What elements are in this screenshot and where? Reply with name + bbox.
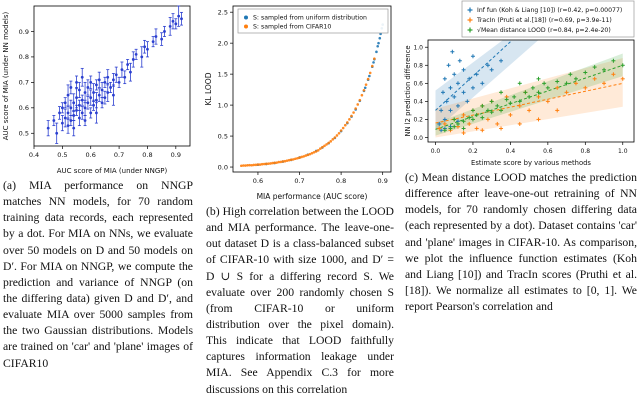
svg-text:0.6: 0.6	[86, 151, 96, 159]
svg-text:0.9: 0.9	[171, 151, 181, 159]
panel-b-caption: (b) High correlation between the LOOD an…	[206, 205, 394, 396]
svg-text:0.7: 0.7	[114, 151, 124, 159]
panel-c-caption: (c) Mean distance LOOD matches the predi…	[405, 171, 637, 314]
svg-text:0.6: 0.6	[19, 104, 29, 112]
svg-text:0.0: 0.0	[218, 163, 228, 171]
svg-text:Estimate score by various meth: Estimate score by various methods	[471, 159, 591, 167]
panel-a-caption: (a) MIA performance on NNGP matches NN m…	[3, 179, 193, 370]
svg-text:1.5: 1.5	[218, 70, 228, 78]
svg-text:0.2: 0.2	[468, 148, 478, 155]
svg-text:0.9: 0.9	[19, 28, 29, 36]
svg-text:0.6: 0.6	[413, 81, 423, 88]
panel-c: 0.0 0.2 0.4 0.6 0.8 1.0 0.0 0.2 0.4 0.6 0.8 1.0 Esti…	[402, 0, 640, 315]
svg-text:NN l2 prediction difference: NN l2 prediction difference	[404, 45, 412, 136]
svg-text:Inf fun (Koh & Liang [10]) (r=: Inf fun (Koh & Liang [10]) (r=0.42, p=0.…	[477, 7, 622, 14]
svg-text:0.6: 0.6	[253, 177, 263, 185]
panel-b-scatter-chart: 0.6 0.7 0.8 0.9 0.0 0.5 1.0 1.5 2.0 2.5 MIA perfor…	[204, 5, 392, 201]
svg-text:0.8: 0.8	[336, 177, 346, 185]
svg-text:0.5: 0.5	[57, 151, 67, 159]
svg-text:0.4: 0.4	[413, 99, 423, 106]
svg-text:0.0: 0.0	[431, 148, 441, 155]
svg-text:1.0: 1.0	[618, 148, 628, 155]
svg-text:AUC score of MIA (under NNGP): AUC score of MIA (under NNGP)	[57, 167, 168, 175]
svg-text:KL LOOD: KL LOOD	[204, 72, 213, 105]
svg-text:TracIn (Pruti et al.[18]) (r=0: TracIn (Pruti et al.[18]) (r=0.69, p=3.9…	[476, 17, 612, 24]
svg-text:0.6: 0.6	[543, 148, 553, 155]
svg-text:2.5: 2.5	[218, 8, 228, 16]
panel-a: 0.4 0.5 0.6 0.7 0.8 0.9 0.5 0.6 0.7 0.8 0.9 AUC sco…	[0, 0, 196, 372]
svg-text:0.8: 0.8	[19, 53, 29, 61]
panel-c-scatter-chart: 0.0 0.2 0.4 0.6 0.8 1.0 0.0 0.2 0.4 0.6 0.8 1.0 Esti…	[404, 0, 635, 167]
panel-b: 0.6 0.7 0.8 0.9 0.0 0.5 1.0 1.5 2.0 2.5 MIA perfor…	[203, 0, 397, 398]
svg-text:0.2: 0.2	[413, 117, 423, 124]
svg-text:√Mean distance LOOD (r=0.84, p: √Mean distance LOOD (r=0.84, p=2.4e-20)	[477, 27, 611, 34]
svg-text:S: sampled from CIFAR10: S: sampled from CIFAR10	[253, 24, 331, 31]
svg-text:0.4: 0.4	[506, 148, 516, 155]
svg-text:S: sampled from uniform distri: S: sampled from uniform distribution	[253, 15, 367, 22]
svg-text:0.0: 0.0	[413, 135, 423, 142]
svg-text:0.5: 0.5	[19, 130, 29, 138]
svg-text:MIA performance (AUC score): MIA performance (AUC score)	[257, 192, 368, 201]
svg-text:0.8: 0.8	[142, 151, 152, 159]
svg-text:0.8: 0.8	[413, 63, 423, 70]
svg-text:0.4: 0.4	[29, 151, 39, 159]
svg-text:1.0: 1.0	[218, 101, 228, 109]
svg-text:0.7: 0.7	[294, 177, 304, 185]
svg-text:0.5: 0.5	[218, 132, 228, 140]
svg-text:2.0: 2.0	[218, 39, 228, 47]
svg-text:0.9: 0.9	[378, 177, 388, 185]
svg-text:0.7: 0.7	[19, 79, 29, 87]
svg-text:0.8: 0.8	[581, 148, 591, 155]
svg-text:1.0: 1.0	[413, 45, 423, 52]
svg-text:AUC score of MIA (under NN mod: AUC score of MIA (under NN models)	[2, 11, 10, 140]
